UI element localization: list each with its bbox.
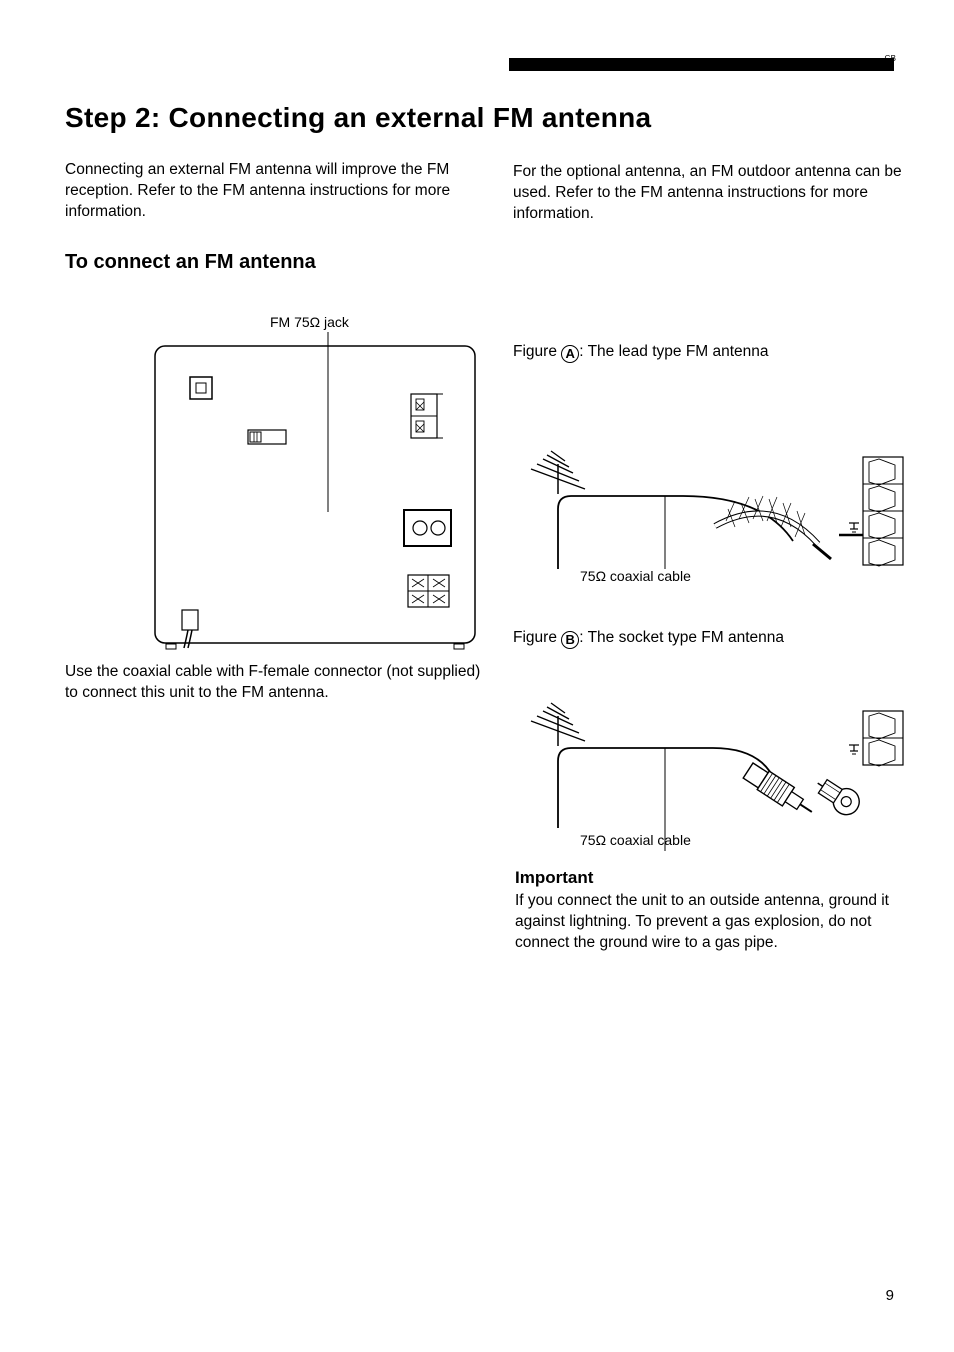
figure-label: Figure <box>513 343 557 360</box>
figure-b-block: Figure B: The socket type FM antenna <box>513 628 908 858</box>
device-rear-diagram <box>150 332 490 662</box>
intro-text-left: Connecting an external FM antenna will i… <box>65 160 485 223</box>
important-heading: Important <box>515 868 910 888</box>
header-black-bar <box>509 58 894 71</box>
figure-a-letter-icon: A <box>561 345 579 363</box>
page: GB Step 2: Connecting an external FM ant… <box>0 0 954 1352</box>
figure-b-diagram <box>513 653 908 853</box>
important-body: If you connect the unit to an outside an… <box>515 891 910 954</box>
figure-a-caption-suffix: : The lead type FM antenna <box>579 343 768 360</box>
figure-a-diagram <box>513 369 908 569</box>
figure-b-caption-suffix: : The socket type FM antenna <box>579 629 784 646</box>
vertical-sidebar-text <box>548 187 943 222</box>
fm-jack-label: FM 75Ω jack <box>270 314 349 330</box>
important-block: Important If you connect the unit to an … <box>515 868 910 954</box>
section-title: Step 2: Connecting an external FM antenn… <box>65 102 651 134</box>
figure-label: Figure <box>513 629 557 646</box>
right-column: For the optional antenna, an FM outdoor … <box>513 162 908 261</box>
figure-a-cable-label: 75Ω coaxial cable <box>580 568 691 584</box>
figure-b-letter-icon: B <box>561 631 579 649</box>
left-column: Connecting an external FM antenna will i… <box>65 160 485 278</box>
figure-b-cable-label: 75Ω coaxial cable <box>580 832 691 848</box>
page-number: 9 <box>886 1287 894 1304</box>
figure-a-block: Figure A: The lead type FM antenna <box>513 342 908 574</box>
figure-a-caption: Figure A: The lead type FM antenna <box>513 342 908 363</box>
figure-b-caption: Figure B: The socket type FM antenna <box>513 628 908 649</box>
language-code: GB <box>884 54 896 63</box>
subhead-connect-fm: To connect an FM antenna <box>65 251 485 274</box>
lower-left-text: Use the coaxial cable with F-female conn… <box>65 662 485 704</box>
